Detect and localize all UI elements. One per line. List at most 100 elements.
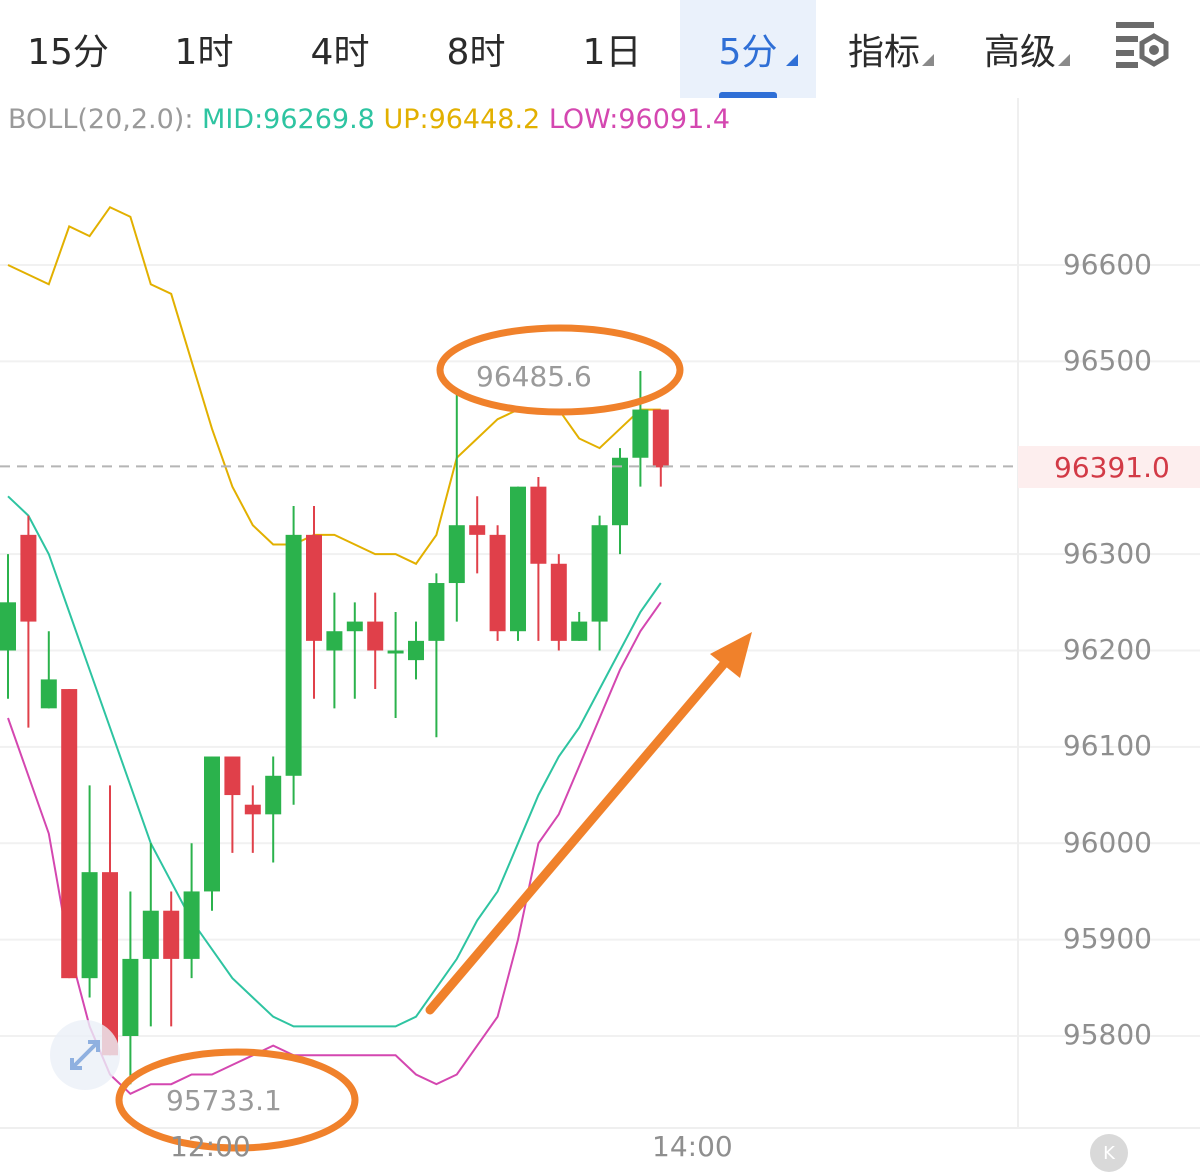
tab-5min[interactable]: 5分 <box>680 0 816 98</box>
last-price-tag: 96391.0 <box>1018 446 1200 488</box>
time-tick-label: 14:00 <box>652 1130 733 1163</box>
candle-body <box>367 621 384 651</box>
active-tab-indicator <box>719 92 777 98</box>
candle-body <box>550 563 567 641</box>
candle-down <box>20 515 37 728</box>
tab-4hour[interactable]: 4时 <box>272 0 408 98</box>
tab-1hour[interactable]: 1时 <box>136 0 272 98</box>
high-annotation-ellipse <box>436 324 684 416</box>
candle-down <box>102 785 118 1056</box>
y-tick-label: 96200 <box>1062 633 1152 666</box>
expand-icon <box>70 1040 100 1070</box>
reset-view-button[interactable]: K <box>1090 1134 1128 1172</box>
chart-settings-icon[interactable] <box>1110 16 1174 76</box>
high-marker-label: 96485.6 <box>476 360 592 393</box>
candle-up <box>632 371 649 487</box>
candle-body <box>387 650 404 654</box>
candle-body <box>0 602 16 651</box>
candle-down <box>163 891 180 1027</box>
candle-up <box>285 505 302 805</box>
candle-down <box>550 554 567 651</box>
candle-body <box>183 891 200 959</box>
candle-body <box>612 457 628 526</box>
boll-mid-band-line <box>7 495 662 1028</box>
candle-up <box>183 843 200 979</box>
candle-down <box>306 505 322 699</box>
tab-advanced[interactable]: 高级 <box>952 0 1088 98</box>
candle-body <box>428 583 445 641</box>
boll-low-value: LOW:96091.4 <box>548 104 731 135</box>
tab-15min[interactable]: 15分 <box>0 0 136 98</box>
candle-body <box>306 534 322 641</box>
candle-body <box>469 525 486 535</box>
candle-body <box>346 621 363 632</box>
caret-down-icon <box>922 54 934 66</box>
candles <box>0 371 669 1085</box>
tab-label: 8时 <box>446 32 506 73</box>
tab-label: 1时 <box>174 32 234 73</box>
candle-up <box>81 785 98 998</box>
candle-down <box>224 756 241 853</box>
candle-up <box>612 448 628 555</box>
candle-body <box>142 910 159 959</box>
y-tick-label: 95800 <box>1062 1018 1152 1051</box>
candle-body <box>448 525 465 584</box>
candle-down <box>530 477 547 641</box>
boll-indicator-legend: BOLL(20,2.0): MID:96269.8 UP:96448.2 LOW… <box>8 104 730 135</box>
candle-up <box>510 486 526 641</box>
caret-down-icon <box>786 54 798 66</box>
boll-name: BOLL(20,2.0): <box>8 104 194 135</box>
y-tick-label: 96100 <box>1062 729 1152 762</box>
candle-body <box>163 910 180 959</box>
y-tick-label: 96500 <box>1062 344 1152 377</box>
candle-body <box>244 804 261 815</box>
tab-label: 指标 <box>847 32 920 73</box>
candle-body <box>632 409 649 458</box>
candle-up <box>571 611 588 641</box>
candle-up <box>142 843 159 1027</box>
candle-body <box>204 756 220 892</box>
candle-up <box>40 631 57 709</box>
candle-down <box>244 785 261 853</box>
candle-body <box>326 631 343 651</box>
tab-label: 15分 <box>27 32 109 73</box>
candle-up <box>428 573 445 738</box>
candle-down <box>367 592 384 690</box>
candle-body <box>652 409 669 468</box>
candle-body <box>265 775 282 815</box>
tab-label: 1日 <box>582 32 642 73</box>
candle-up <box>387 611 404 718</box>
timeframe-tab-bar: 15分 1时 4时 8时 1日 5分 指标 高级 <box>0 0 1200 98</box>
candle-body <box>510 486 526 632</box>
candle-down <box>652 409 669 487</box>
y-tick-label: 96600 <box>1062 248 1152 281</box>
tab-1day[interactable]: 1日 <box>544 0 680 98</box>
y-tick-label: 95900 <box>1062 922 1152 955</box>
candle-body <box>285 534 302 776</box>
candle-body <box>61 689 78 979</box>
y-tick-label: 96000 <box>1062 826 1152 859</box>
candle-body <box>408 640 424 661</box>
candle-up <box>204 756 220 911</box>
candle-down <box>489 525 506 641</box>
candle-body <box>571 621 588 641</box>
tab-8hour[interactable]: 8时 <box>408 0 544 98</box>
tab-indicators[interactable]: 指标 <box>816 0 952 98</box>
low-annotation-ellipse <box>115 1048 359 1152</box>
y-tick-label: 96300 <box>1062 537 1152 570</box>
trend-arrow-head <box>710 632 752 678</box>
candle-body <box>489 534 506 632</box>
candle-up <box>346 602 363 699</box>
candle-up <box>122 891 139 1085</box>
tab-label: 4时 <box>310 32 370 73</box>
caret-down-icon <box>1058 54 1070 66</box>
candle-up <box>591 515 608 651</box>
time-tick-label: 12:00 <box>170 1130 251 1163</box>
tab-label: 高级 <box>983 32 1056 73</box>
candle-up <box>448 390 465 622</box>
candle-body <box>102 872 118 1056</box>
expand-chart-button[interactable] <box>50 1020 120 1090</box>
candle-up <box>408 621 424 680</box>
candle-down <box>61 689 78 979</box>
